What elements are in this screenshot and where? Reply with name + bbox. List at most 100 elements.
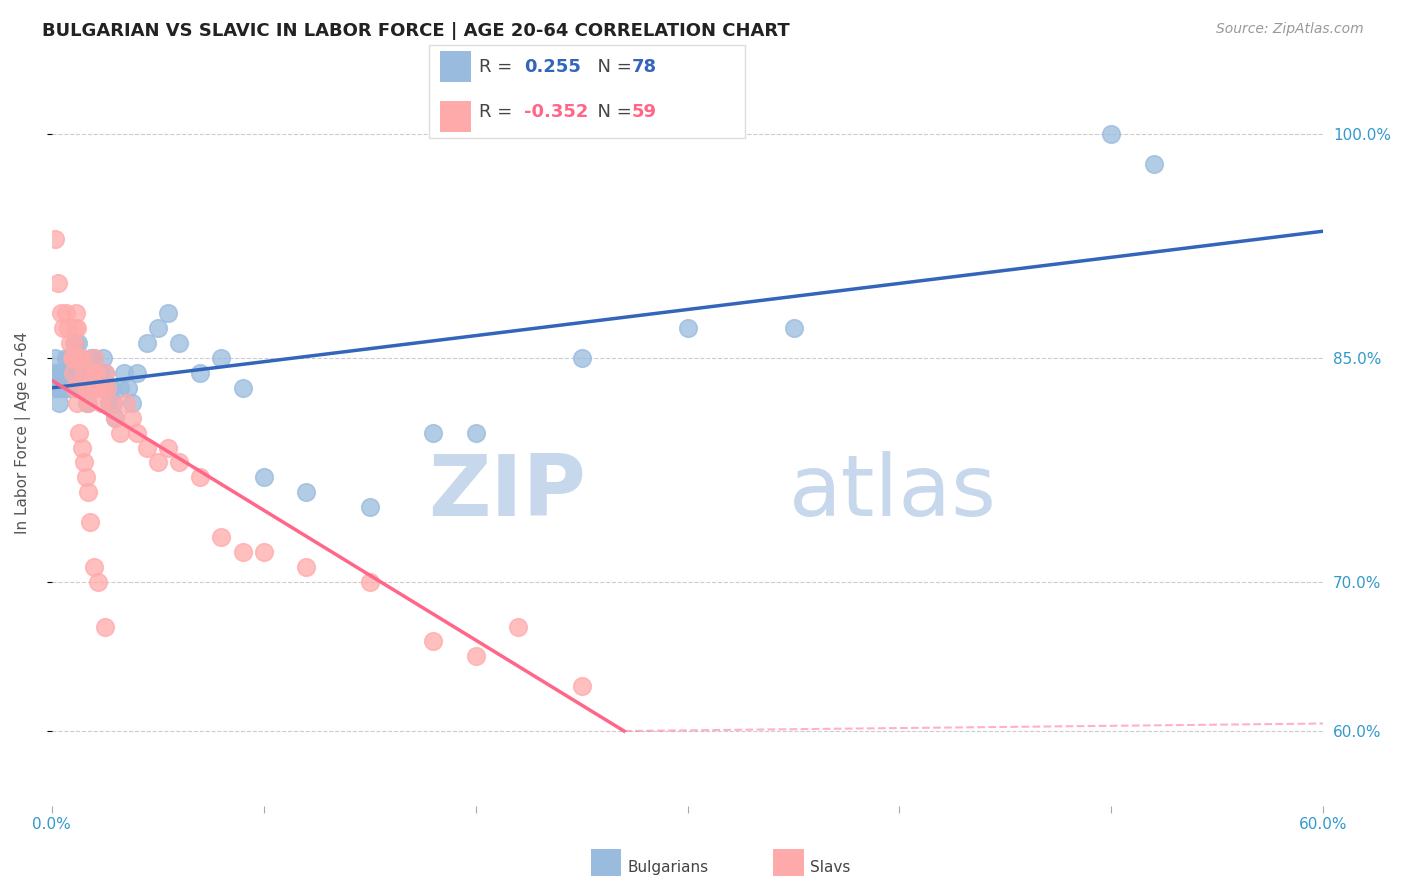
Point bbox=[422, 425, 444, 440]
Point bbox=[52, 321, 75, 335]
Point bbox=[45, 381, 67, 395]
Point bbox=[94, 366, 117, 380]
Point bbox=[83, 560, 105, 574]
Point bbox=[188, 366, 211, 380]
Point bbox=[117, 381, 139, 395]
Point bbox=[75, 470, 97, 484]
Text: Bulgarians: Bulgarians bbox=[627, 860, 709, 874]
Point bbox=[66, 396, 89, 410]
Point bbox=[51, 306, 73, 320]
Point bbox=[52, 366, 75, 380]
Point bbox=[63, 336, 86, 351]
Point bbox=[100, 381, 122, 395]
Text: -0.352: -0.352 bbox=[524, 103, 589, 120]
Point bbox=[60, 351, 83, 365]
Point bbox=[59, 366, 82, 380]
Point bbox=[157, 441, 180, 455]
Point bbox=[67, 425, 90, 440]
Point bbox=[72, 455, 94, 469]
Point bbox=[167, 455, 190, 469]
Point bbox=[49, 381, 72, 395]
Point bbox=[87, 381, 110, 395]
Point bbox=[676, 321, 699, 335]
Point bbox=[73, 366, 96, 380]
Text: N =: N = bbox=[586, 58, 638, 76]
Point bbox=[209, 351, 232, 365]
Point bbox=[79, 515, 101, 529]
Point bbox=[253, 470, 276, 484]
Point bbox=[62, 366, 84, 380]
Text: R =: R = bbox=[479, 103, 519, 120]
Point bbox=[104, 410, 127, 425]
Point bbox=[91, 381, 114, 395]
Point bbox=[121, 396, 143, 410]
Point bbox=[96, 381, 118, 395]
Point bbox=[72, 366, 94, 380]
Text: Slavs: Slavs bbox=[810, 860, 851, 874]
Point bbox=[188, 470, 211, 484]
Point bbox=[80, 351, 103, 365]
Point bbox=[46, 381, 69, 395]
Point bbox=[56, 321, 79, 335]
Point bbox=[136, 336, 159, 351]
Point bbox=[1143, 157, 1166, 171]
Point bbox=[62, 366, 84, 380]
Point bbox=[157, 306, 180, 320]
Point bbox=[90, 396, 112, 410]
Point bbox=[108, 381, 131, 395]
Point bbox=[59, 351, 82, 365]
Y-axis label: In Labor Force | Age 20-64: In Labor Force | Age 20-64 bbox=[15, 332, 31, 533]
Point bbox=[79, 366, 101, 380]
Point bbox=[98, 396, 121, 410]
Point bbox=[146, 321, 169, 335]
Point bbox=[167, 336, 190, 351]
Point bbox=[67, 336, 90, 351]
Point bbox=[82, 366, 104, 380]
Point bbox=[44, 232, 66, 246]
Point bbox=[48, 396, 70, 410]
Point bbox=[44, 351, 66, 365]
Point bbox=[100, 396, 122, 410]
Point bbox=[69, 366, 91, 380]
Point bbox=[86, 366, 108, 380]
Point bbox=[63, 321, 86, 335]
Point bbox=[66, 366, 89, 380]
Point bbox=[464, 649, 486, 664]
Point bbox=[72, 366, 94, 380]
Text: N =: N = bbox=[586, 103, 638, 120]
Point bbox=[83, 351, 105, 365]
Point bbox=[112, 366, 135, 380]
Point bbox=[51, 381, 73, 395]
Point bbox=[232, 545, 254, 559]
Point bbox=[146, 455, 169, 469]
Point bbox=[79, 381, 101, 395]
Point bbox=[86, 366, 108, 380]
Point bbox=[1099, 127, 1122, 141]
Point bbox=[75, 381, 97, 395]
Point bbox=[103, 396, 125, 410]
Point bbox=[76, 485, 98, 500]
Point bbox=[782, 321, 804, 335]
Point bbox=[65, 306, 87, 320]
Point bbox=[53, 381, 76, 395]
Point bbox=[422, 634, 444, 648]
Point bbox=[63, 351, 86, 365]
Point bbox=[62, 351, 84, 365]
Point bbox=[67, 351, 90, 365]
Point bbox=[63, 381, 86, 395]
Text: BULGARIAN VS SLAVIC IN LABOR FORCE | AGE 20-64 CORRELATION CHART: BULGARIAN VS SLAVIC IN LABOR FORCE | AGE… bbox=[42, 22, 790, 40]
Point bbox=[571, 351, 593, 365]
Point bbox=[76, 381, 98, 395]
Point bbox=[82, 366, 104, 380]
Point bbox=[136, 441, 159, 455]
Text: 78: 78 bbox=[631, 58, 657, 76]
Point bbox=[83, 351, 105, 365]
Point bbox=[295, 485, 318, 500]
Text: atlas: atlas bbox=[789, 450, 997, 533]
Point bbox=[295, 560, 318, 574]
Point bbox=[70, 381, 93, 395]
Point bbox=[359, 574, 381, 589]
Point bbox=[506, 619, 529, 633]
Point bbox=[63, 336, 86, 351]
Point bbox=[571, 679, 593, 693]
